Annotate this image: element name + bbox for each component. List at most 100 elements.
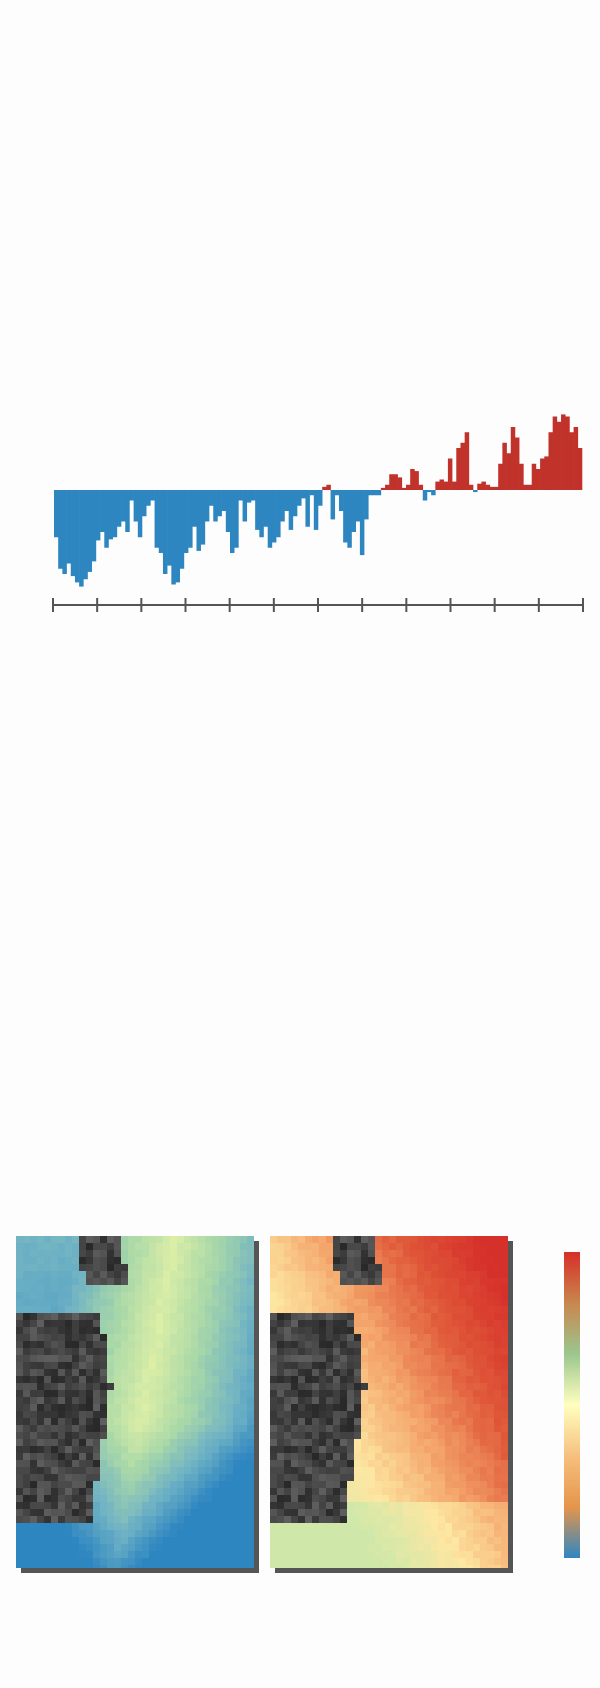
heat-cell (121, 1306, 129, 1314)
heat-cell (107, 1313, 115, 1321)
land-cell (51, 1397, 59, 1405)
heat-cell (368, 1327, 376, 1335)
heat-cell (298, 1278, 306, 1286)
heat-cell (114, 1453, 122, 1461)
heat-cell (149, 1397, 157, 1405)
heat-cell (389, 1369, 397, 1377)
heat-cell (284, 1271, 292, 1279)
land-cell (72, 1467, 80, 1475)
heat-cell (226, 1523, 234, 1531)
land-cell (30, 1327, 38, 1335)
heat-cell (445, 1271, 453, 1279)
land-cell (284, 1313, 292, 1321)
land-cell (37, 1516, 45, 1524)
heat-cell (107, 1397, 115, 1405)
land-cell (333, 1355, 341, 1363)
heat-cell (410, 1313, 418, 1321)
heat-cell (184, 1411, 192, 1419)
heat-cell (361, 1362, 369, 1370)
heat-cell (382, 1404, 390, 1412)
heat-cell (305, 1250, 313, 1258)
land-cell (93, 1257, 101, 1265)
heat-cell (417, 1348, 425, 1356)
land-cell (333, 1362, 341, 1370)
heat-cell (149, 1425, 157, 1433)
heat-cell (382, 1348, 390, 1356)
land-cell (305, 1488, 313, 1496)
heat-cell (121, 1537, 129, 1545)
heat-cell (466, 1355, 474, 1363)
land-cell (58, 1383, 66, 1391)
heat-cell (79, 1530, 87, 1538)
heat-cell (431, 1278, 439, 1286)
heat-cell (431, 1264, 439, 1272)
heat-cell (431, 1523, 439, 1531)
heat-cell (156, 1369, 164, 1377)
heat-cell (459, 1285, 467, 1293)
heat-cell (114, 1544, 122, 1552)
heat-cell (480, 1257, 488, 1265)
heat-cell (163, 1292, 171, 1300)
heat-cell (184, 1383, 192, 1391)
heat-cell (156, 1537, 164, 1545)
heat-cell (487, 1327, 495, 1335)
land-cell (58, 1404, 66, 1412)
heat-cell (107, 1362, 115, 1370)
heat-cell (445, 1306, 453, 1314)
heat-cell (284, 1292, 292, 1300)
heat-cell (340, 1306, 348, 1314)
heat-cell (30, 1292, 38, 1300)
heat-cell (452, 1446, 460, 1454)
heat-cell (466, 1467, 474, 1475)
heat-cell (487, 1502, 495, 1510)
land-cell (347, 1320, 355, 1328)
heat-cell (205, 1383, 213, 1391)
heat-cell (396, 1502, 404, 1510)
heat-cell (100, 1509, 108, 1517)
land-cell (37, 1432, 45, 1440)
heat-cell (30, 1306, 38, 1314)
land-cell (305, 1397, 313, 1405)
heat-cell (177, 1348, 185, 1356)
heat-cell (494, 1523, 502, 1531)
heat-cell (494, 1425, 502, 1433)
heat-cell (142, 1334, 150, 1342)
heat-cell (240, 1390, 248, 1398)
heat-cell (375, 1425, 383, 1433)
heat-cell (226, 1327, 234, 1335)
heat-cell (312, 1565, 320, 1568)
heat-cell (121, 1516, 129, 1524)
heat-cell (403, 1313, 411, 1321)
heat-cell (205, 1439, 213, 1447)
land-cell (37, 1481, 45, 1489)
land-cell (333, 1509, 341, 1517)
heat-cell (473, 1250, 481, 1258)
heat-cell (107, 1348, 115, 1356)
land-cell (51, 1376, 59, 1384)
land-cell (270, 1362, 278, 1370)
land-cell (361, 1250, 369, 1258)
heat-cell (445, 1327, 453, 1335)
land-cell (121, 1271, 129, 1279)
heat-cell (480, 1418, 488, 1426)
heat-cell (72, 1565, 80, 1568)
heat-cell (128, 1313, 136, 1321)
heat-cell (396, 1537, 404, 1545)
heat-cell (198, 1467, 206, 1475)
bar-73 (359, 490, 365, 556)
heat-cell (389, 1257, 397, 1265)
heat-cell (284, 1236, 292, 1244)
heat-cell (270, 1523, 278, 1531)
heat-cell (163, 1313, 171, 1321)
heat-cell (445, 1418, 453, 1426)
heat-cell (501, 1565, 508, 1568)
heat-cell (270, 1278, 278, 1286)
heat-cell (163, 1530, 171, 1538)
heat-cell (226, 1306, 234, 1314)
heat-cell (233, 1397, 241, 1405)
heat-cell (494, 1264, 502, 1272)
heat-cell (149, 1502, 157, 1510)
heat-cell (494, 1236, 502, 1244)
heat-cell (473, 1243, 481, 1251)
heat-cell (114, 1369, 122, 1377)
